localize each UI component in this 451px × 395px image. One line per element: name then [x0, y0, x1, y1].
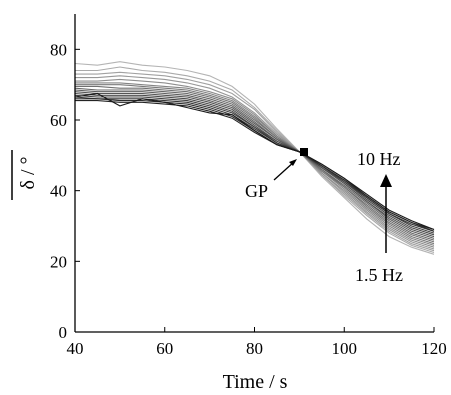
gp-annotation: GP	[245, 181, 268, 201]
series-line-17	[74, 92, 435, 231]
freq-high-label: 10 Hz	[357, 149, 401, 169]
frequency-arrowhead	[380, 174, 392, 187]
series-line-9	[74, 87, 435, 241]
x-tick-label: 80	[246, 339, 263, 358]
freq-low-label: 1.5 Hz	[355, 265, 403, 285]
y-tick-label: 40	[50, 182, 67, 201]
gp-arrowhead	[289, 159, 297, 166]
y-tick-label: 0	[59, 323, 68, 342]
x-tick-label: 100	[332, 339, 358, 358]
x-axis-label: Time / s	[223, 371, 288, 393]
x-tick-label: 60	[156, 339, 173, 358]
y-axis-label-group: δ / °	[17, 157, 39, 190]
series-line-11	[74, 91, 435, 238]
series-line-8	[75, 85, 435, 243]
y-tick-label: 20	[50, 252, 67, 271]
y-tick-label: 60	[50, 111, 67, 130]
plot-area	[75, 14, 434, 332]
ticks-group: 40 60 80 100 120 0 20 40 60 80	[50, 40, 447, 358]
series-line-3	[75, 71, 435, 252]
series-line-4	[75, 75, 435, 250]
series-group	[74, 61, 435, 255]
y-axis-label: δ / °	[17, 157, 39, 190]
series-line-7	[75, 84, 435, 245]
series-line-6	[75, 82, 435, 246]
series-line-14	[74, 96, 435, 232]
series-line-5	[75, 78, 435, 248]
series-line-16	[75, 100, 435, 231]
x-tick-label: 40	[67, 339, 84, 358]
y-tick-label: 80	[50, 40, 67, 59]
series-line-1	[74, 61, 435, 255]
x-tick-label: 120	[421, 339, 447, 358]
gp-marker	[300, 148, 308, 156]
series-line-2	[75, 66, 435, 254]
